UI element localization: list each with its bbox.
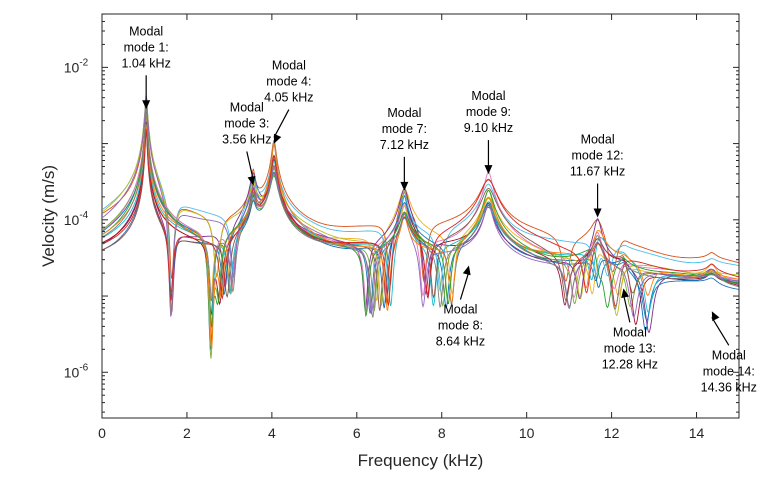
annotation-text: Modal (581, 133, 615, 147)
y-tick-label: 10-6 (64, 362, 89, 380)
annotation-text: mode 1: (124, 40, 169, 54)
annotation-arrowhead (273, 133, 282, 144)
annotation-text: Modal (129, 24, 163, 38)
annotation-arrowhead (400, 181, 409, 191)
annotation-text: Modal (613, 325, 647, 339)
x-tick-label: 4 (268, 425, 276, 441)
series-line (102, 101, 739, 318)
annotation-text: 4.05 kHz (264, 91, 313, 105)
annotation-text: Modal (712, 348, 746, 362)
series-line (102, 106, 739, 318)
annotation-text: mode 7: (382, 122, 427, 136)
annotation-text: mode 3: (224, 117, 269, 131)
annotation-text: mode 14: (703, 364, 755, 378)
x-axis-ticks: 0 2 4 6 8 10 12 14 (98, 14, 705, 441)
x-tick-label: 8 (438, 425, 446, 441)
x-tick-label: 10 (519, 425, 535, 441)
modal-annotation: Modal mode 8: 8.64 kHz (436, 265, 485, 349)
modal-annotation: Modal mode 3: 3.56 kHz (222, 101, 271, 186)
annotation-text: 8.64 kHz (436, 335, 485, 349)
annotation-text: mode 13: (604, 341, 656, 355)
x-axis-label: Frequency (kHz) (358, 451, 484, 470)
series-line (102, 98, 739, 317)
annotation-text: 12.28 kHz (602, 357, 658, 371)
modal-annotation: Modal mode 4: 4.05 kHz (264, 59, 314, 144)
annotation-arrowhead (621, 288, 630, 298)
series-line (102, 95, 739, 300)
annotation-arrowhead (593, 208, 602, 218)
annotation-text: Modal (387, 106, 421, 120)
annotation-text: mode 12: (572, 149, 624, 163)
annotation-arrowhead (247, 175, 256, 186)
annotation-text: 3.56 kHz (222, 133, 271, 147)
annotation-text: Modal (471, 89, 505, 103)
modal-annotation: Modal mode 12: 11.67 kHz (570, 133, 625, 218)
series-line (102, 121, 739, 326)
annotation-text: 11.67 kHz (570, 165, 625, 179)
x-tick-label: 14 (689, 425, 705, 441)
series-line (102, 129, 739, 311)
axes-box (101, 13, 740, 419)
modal-annotations: Modal mode 1: 1.04 kHz Modal mode 3: 3.56 kHz… (121, 24, 756, 394)
series-line (102, 115, 739, 359)
annotation-arrowhead (484, 165, 493, 175)
annotation-arrowhead (462, 265, 471, 276)
annotation-text: 9.10 kHz (464, 121, 513, 135)
x-tick-label: 6 (353, 425, 361, 441)
series-line (102, 128, 739, 333)
annotation-arrowhead (142, 100, 151, 110)
annotation-text: 1.04 kHz (121, 56, 170, 70)
y-tick-label: 10-4 (64, 210, 89, 228)
annotation-text: Modal (272, 59, 306, 73)
annotation-text: mode 4: (266, 75, 311, 89)
series-line (102, 124, 739, 326)
annotation-text: 7.12 kHz (380, 138, 429, 152)
annotation-arrowhead (711, 311, 720, 322)
series-line (102, 128, 739, 307)
y-axis-label: Velocity (m/s) (39, 165, 58, 267)
response-curves (102, 94, 739, 359)
y-axis-ticks: 10-6 10-4 10-2 (64, 13, 739, 413)
x-tick-label: 12 (604, 425, 620, 441)
x-tick-label: 2 (183, 425, 191, 441)
y-tick-label: 10-2 (64, 57, 89, 75)
modal-annotation: Modal mode 14: 14.36 kHz (701, 311, 757, 394)
modal-annotation: Modal mode 1: 1.04 kHz (121, 24, 171, 110)
annotation-text: 14.36 kHz (701, 380, 757, 394)
annotation-text: Modal (443, 303, 477, 317)
annotation-text: mode 8: (438, 319, 483, 333)
x-tick-label: 0 (98, 425, 106, 441)
modal-annotation: Modal mode 9: 9.10 kHz (464, 89, 513, 175)
modal-annotation: Modal mode 13: 12.28 kHz (602, 288, 658, 371)
annotation-text: Modal (230, 101, 264, 115)
modal-annotation: Modal mode 7: 7.12 kHz (380, 106, 429, 191)
annotation-text: mode 9: (466, 105, 511, 119)
